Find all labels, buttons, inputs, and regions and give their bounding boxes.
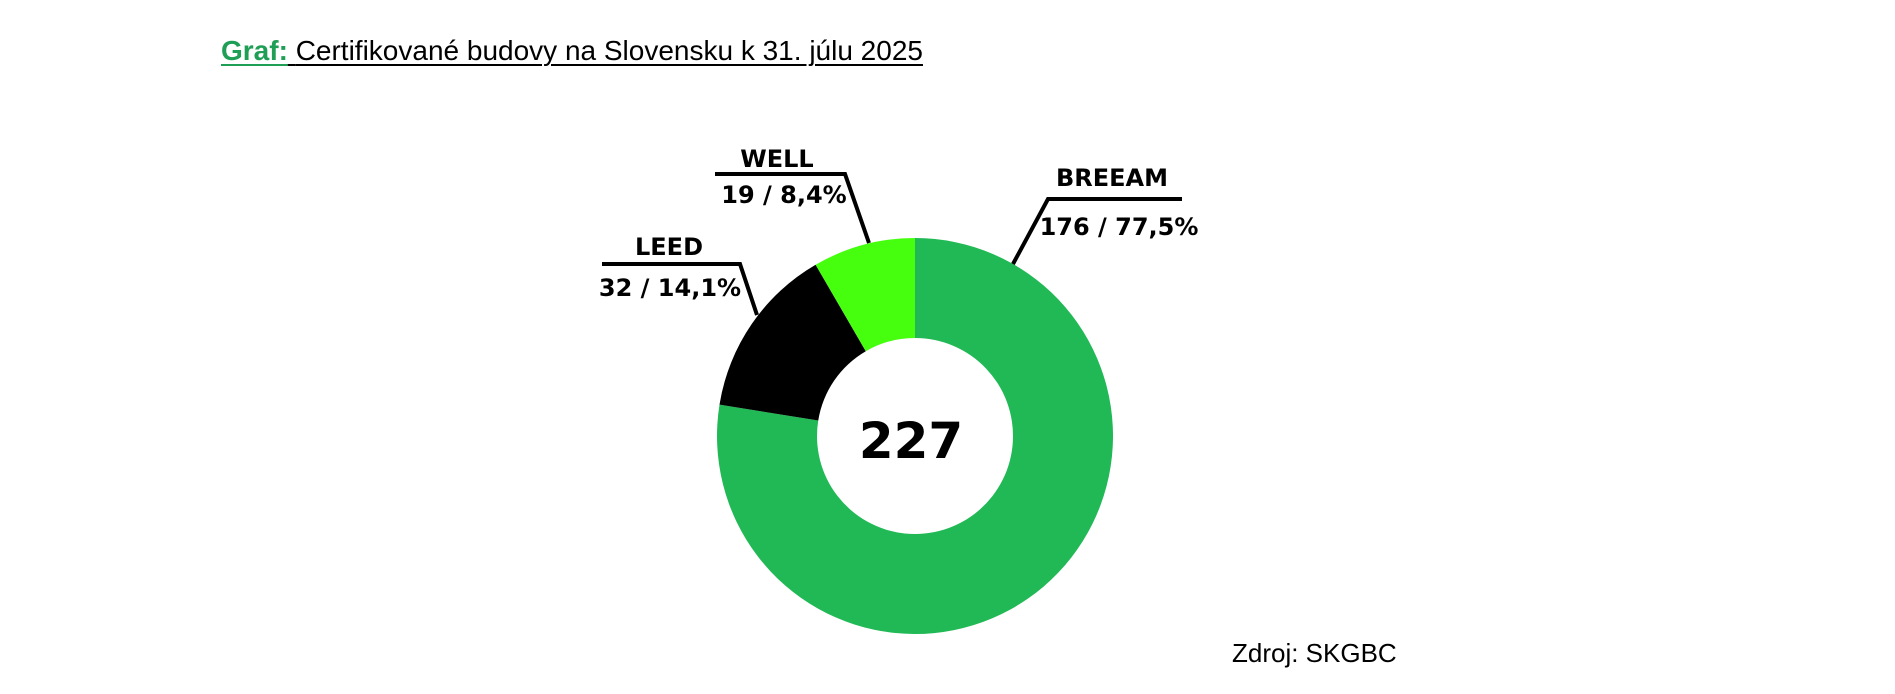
chart-title-prefix: Graf: — [221, 35, 288, 66]
donut-slices — [717, 238, 1113, 634]
callout-leed: LEED 32 / 14,1% — [599, 233, 759, 316]
slice-well — [815, 238, 915, 352]
source-note: Zdroj: SKGBC — [1232, 638, 1397, 668]
chart-title-text: Certifikované budovy na Slovensku k 31. … — [295, 35, 923, 66]
label-value-well: 19 / 8,4% — [721, 181, 846, 209]
callout-line-well — [715, 172, 871, 244]
label-value-breeam: 176 / 77,5% — [1040, 213, 1199, 241]
label-name-breeam: BREEAM — [1056, 164, 1168, 192]
donut-center-total: 227 — [859, 412, 963, 470]
callout-breeam: BREEAM 176 / 77,5% — [1011, 164, 1199, 265]
label-name-leed: LEED — [635, 233, 703, 261]
chart-title: Graf: Certifikované budovy na Slovensku … — [221, 34, 923, 68]
callout-line-breeam — [1011, 197, 1182, 265]
callout-well: WELL 19 / 8,4% — [715, 145, 871, 244]
slice-leed — [719, 264, 866, 421]
label-value-leed: 32 / 14,1% — [599, 274, 741, 302]
slice-breeam — [717, 238, 1113, 634]
label-name-well: WELL — [740, 145, 813, 173]
callout-line-leed — [602, 262, 759, 316]
